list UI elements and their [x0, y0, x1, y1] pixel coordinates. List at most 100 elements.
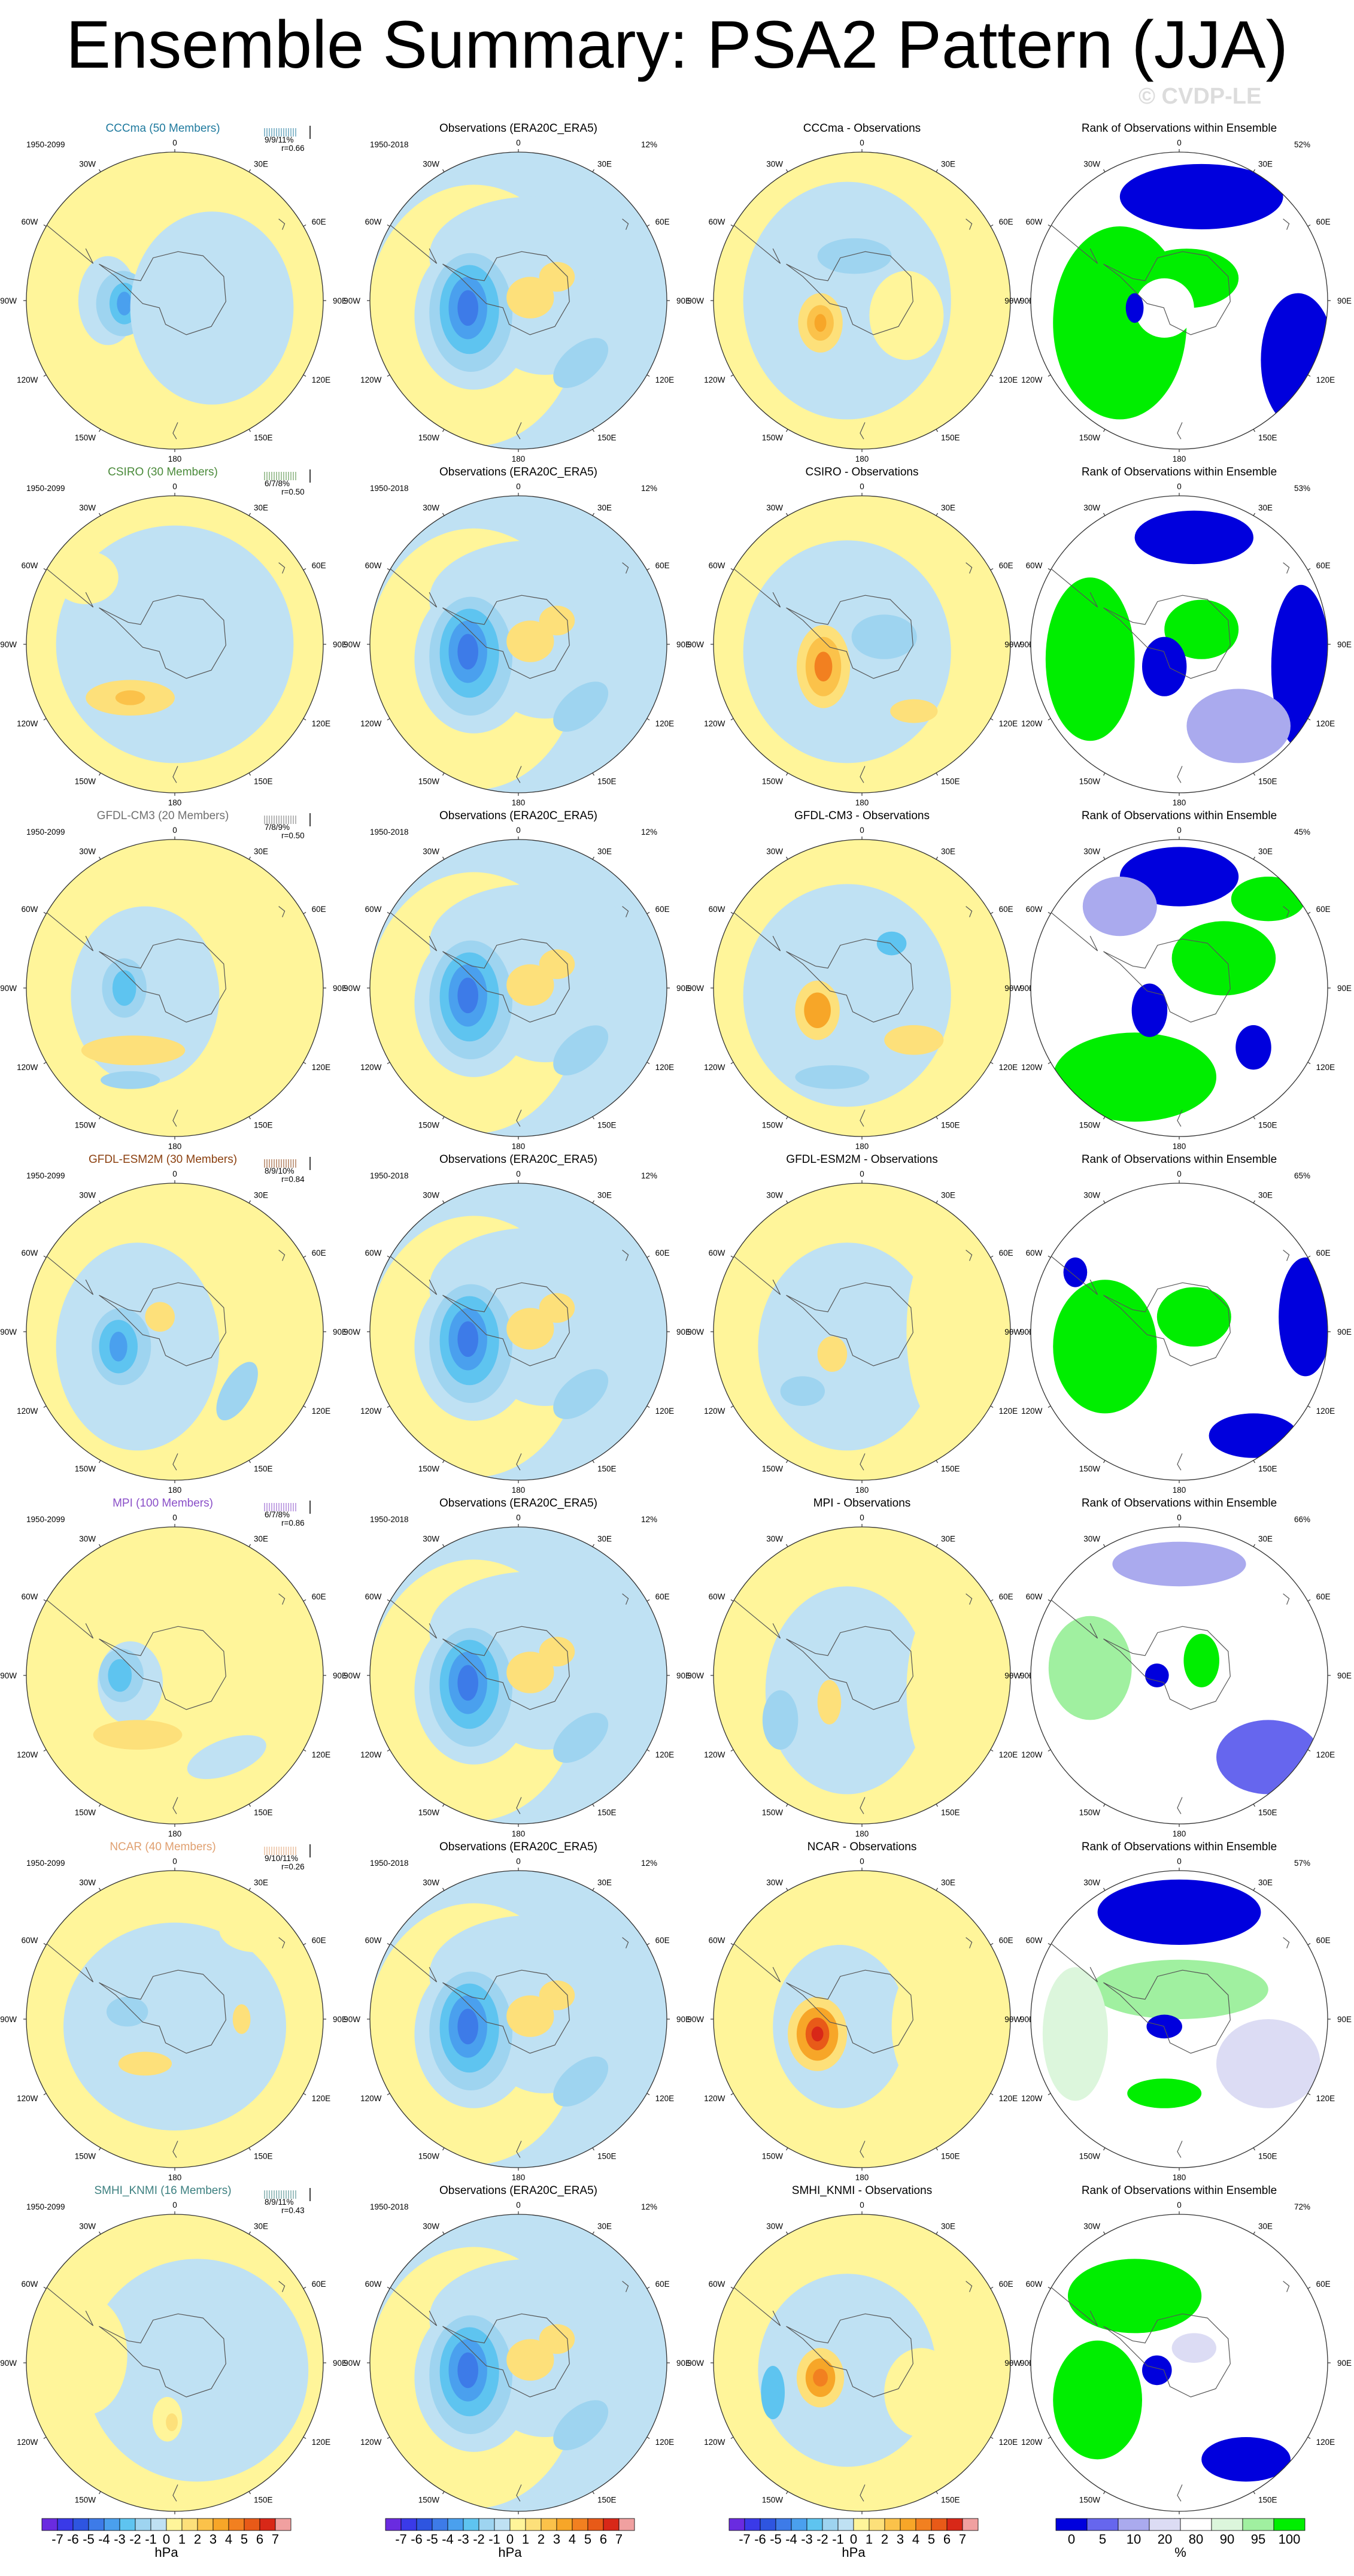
longitude-label-90w: 90W [687, 1671, 704, 1680]
contour-region [1146, 2014, 1182, 2039]
colorbar-swatch [1211, 2518, 1243, 2531]
tick-mark [1048, 2093, 1051, 2096]
tick-mark [592, 1544, 595, 1547]
tick-mark [303, 2436, 306, 2439]
tick-mark [1103, 2231, 1106, 2235]
tick-mark [43, 1255, 47, 1258]
model-panel: SMHI_KNMI (16 Members) 1950-2099 8/9/11%r=… [0, 2184, 347, 2526]
contour-region [1097, 1879, 1261, 1945]
africa-coastline [1283, 1250, 1290, 1261]
colorbar-swatch [509, 2518, 526, 2531]
longitude-label-60w: 60W [709, 217, 725, 226]
longitude-label-90e: 90E [1337, 1671, 1352, 1680]
difference-map-field [714, 1183, 1010, 1480]
contour-region [1127, 2078, 1202, 2108]
contour-region [891, 1959, 966, 2093]
tick-mark [785, 1460, 788, 1463]
longitude-label-60w: 60W [365, 1936, 382, 1945]
longitude-label-120e: 120E [1316, 1063, 1335, 1072]
rank-map-field [1031, 1871, 1328, 2168]
longitude-label-150w: 150W [75, 777, 96, 786]
tick-mark [1253, 856, 1256, 860]
tick-mark [646, 1599, 650, 1602]
new-zealand-coastline [1177, 2141, 1183, 2158]
longitude-label-150w: 150W [75, 2152, 96, 2161]
longitude-label-30e: 30E [1258, 503, 1273, 512]
longitude-label-90w: 90W [344, 640, 360, 649]
longitude-label-180: 180 [855, 798, 869, 807]
longitude-label-120e: 120E [655, 1750, 675, 1759]
tick-mark [646, 911, 650, 914]
africa-coastline [1283, 1937, 1290, 1948]
longitude-label-0: 0 [172, 1169, 177, 1178]
tick-mark [387, 1405, 390, 1408]
longitude-label-150e: 150E [941, 1465, 960, 1474]
model-panel: NCAR (40 Members) 1950-2099 9/10/11%r=0.26… [0, 1841, 347, 2182]
longitude-label-120e: 120E [1316, 1407, 1335, 1416]
model-period: 1950-2099 [26, 2202, 65, 2211]
tick-mark [98, 513, 101, 516]
tick-mark [43, 911, 47, 914]
tick-mark [387, 1599, 390, 1602]
longitude-label-60w: 60W [1026, 2280, 1043, 2289]
hpa-colorbar-3: -7 -6 -5 -4 -3 -2 -1 0 1 2 3 4 5 6 7 hPa [728, 2518, 979, 2560]
tick-mark [730, 1942, 734, 1945]
south-america-coastline [721, 557, 781, 608]
model-period: 1950-2099 [26, 484, 65, 493]
contour-region [817, 1680, 842, 1725]
africa-coastline [278, 562, 286, 574]
contour-region [553, 338, 609, 388]
tick-mark [990, 2093, 994, 2096]
model-panel-title: NCAR (40 Members) [110, 1841, 215, 1853]
tick-mark [592, 856, 595, 860]
colorbar-tick-label: 0 [163, 2532, 170, 2547]
antarctica-coastline [99, 251, 226, 335]
tick-mark [303, 224, 306, 227]
south-america-coastline [34, 1589, 94, 1639]
colorbar-swatch [181, 2518, 198, 2531]
longitude-label-60w: 60W [365, 217, 382, 226]
longitude-label-90w: 90W [0, 640, 17, 649]
longitude-label-150e: 150E [597, 434, 617, 443]
colorbar-swatch [1086, 2518, 1119, 2531]
longitude-label-90w: 90W [344, 1671, 360, 1680]
longitude-label-180: 180 [512, 454, 526, 463]
observations-map-field [370, 152, 667, 449]
contour-region [1042, 1967, 1108, 2101]
tick-mark [43, 718, 47, 721]
colorbar-swatch [72, 2518, 89, 2531]
longitude-label-90e: 90E [333, 1328, 347, 1337]
contour-region [93, 1720, 183, 1750]
colorbar-swatch [41, 2518, 58, 2531]
tick-mark [646, 1405, 650, 1408]
colorbar-swatch [1273, 2518, 1306, 2531]
ensemble-spread-strip [264, 126, 311, 139]
colorbar-tick-label: -3 [457, 2532, 469, 2547]
tick-mark [303, 2286, 306, 2289]
longitude-label-150w: 150W [762, 2152, 784, 2161]
difference-map-field [714, 840, 1010, 1137]
contour-region [1048, 1616, 1132, 1720]
difference-panel-title: NCAR - Observations [807, 1841, 917, 1853]
tick-mark [442, 1887, 445, 1891]
tick-mark [303, 1062, 306, 1065]
tick-mark [248, 1544, 251, 1547]
rank-percentage: 53% [1294, 484, 1310, 493]
contour-region [1142, 2355, 1172, 2386]
longitude-label-180: 180 [855, 1486, 869, 1495]
antarctica-coastline [786, 595, 913, 679]
colorbar-tick-label: 100 [1279, 2532, 1301, 2547]
tick-mark [248, 169, 251, 172]
tick-mark [43, 2093, 47, 2096]
ensemble-spread-strip [264, 2188, 311, 2201]
longitude-label-180: 180 [855, 454, 869, 463]
longitude-label-90w: 90W [1004, 2359, 1021, 2368]
new-zealand-coastline [1177, 1453, 1183, 1471]
colorbar-swatch [88, 2518, 105, 2531]
contour-region [1053, 2340, 1142, 2460]
tick-mark [248, 1804, 251, 1807]
contour-region [457, 634, 479, 670]
longitude-label-120w: 120W [360, 375, 382, 384]
longitude-label-60e: 60E [999, 2280, 1013, 2289]
model-panel: CSIRO (30 Members) 1950-2099 6/7/8%r=0.50 0… [0, 466, 347, 807]
